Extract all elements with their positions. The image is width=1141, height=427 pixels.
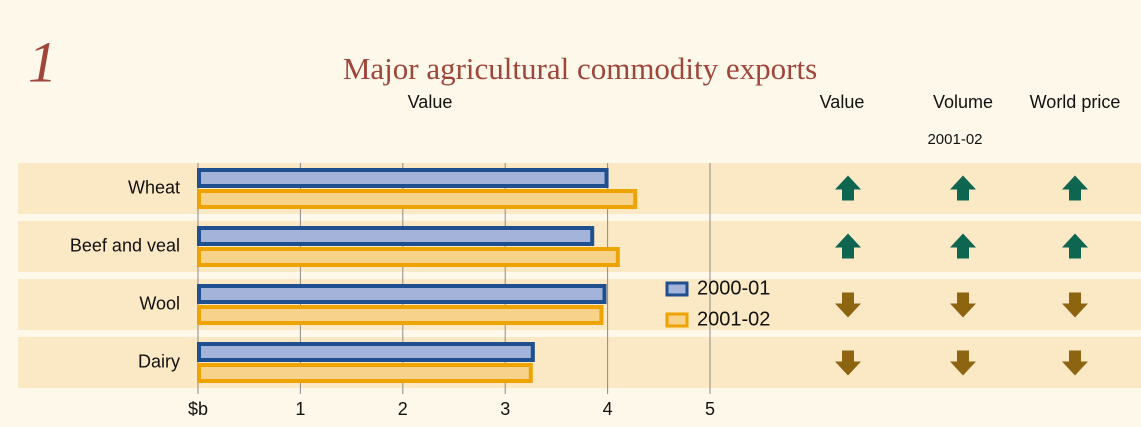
legend-swatch — [665, 312, 689, 328]
indicator-header: Value — [820, 92, 865, 112]
indicator-arrow — [950, 350, 976, 376]
bar — [197, 284, 607, 304]
indicator-arrow — [1062, 175, 1088, 201]
bar — [197, 363, 533, 383]
legend-label: 2000-01 — [697, 277, 770, 299]
x-tick-label: $b — [188, 399, 208, 419]
bar — [197, 189, 638, 209]
indicator-arrow — [1062, 350, 1088, 376]
figure-number: 1 — [28, 29, 57, 94]
category-label: Wheat — [128, 177, 180, 197]
indicator-arrow — [1062, 292, 1088, 318]
x-tick-label: 1 — [295, 399, 305, 419]
legend-label: 2001-02 — [697, 308, 770, 330]
category-label: Wool — [139, 293, 180, 313]
x-tick-label: 2 — [398, 399, 408, 419]
category-label: Dairy — [138, 351, 180, 371]
indicator-arrow — [950, 175, 976, 201]
indicator-arrow — [835, 233, 861, 259]
bar — [197, 342, 535, 362]
indicator-arrow — [835, 350, 861, 376]
x-tick-label: 5 — [705, 399, 715, 419]
legend-swatch — [665, 281, 689, 297]
indicator-arrow — [950, 233, 976, 259]
indicator-arrow — [950, 292, 976, 318]
indicator-arrow — [835, 175, 861, 201]
indicator-arrow — [835, 292, 861, 318]
indicator-header: World price — [1030, 92, 1121, 112]
chart-title: Major agricultural commodity exports — [343, 51, 817, 86]
x-tick-label: 3 — [500, 399, 510, 419]
bar — [197, 226, 595, 246]
bar — [197, 247, 620, 267]
bar — [197, 168, 609, 188]
category-label: Beef and veal — [70, 235, 180, 255]
indicator-period: 2001-02 — [927, 131, 982, 148]
indicator-header: Volume — [933, 92, 993, 112]
x-tick-label: 4 — [603, 399, 613, 419]
x-axis-label: Value — [408, 92, 453, 112]
bar — [197, 305, 604, 325]
indicator-arrow — [1062, 233, 1088, 259]
